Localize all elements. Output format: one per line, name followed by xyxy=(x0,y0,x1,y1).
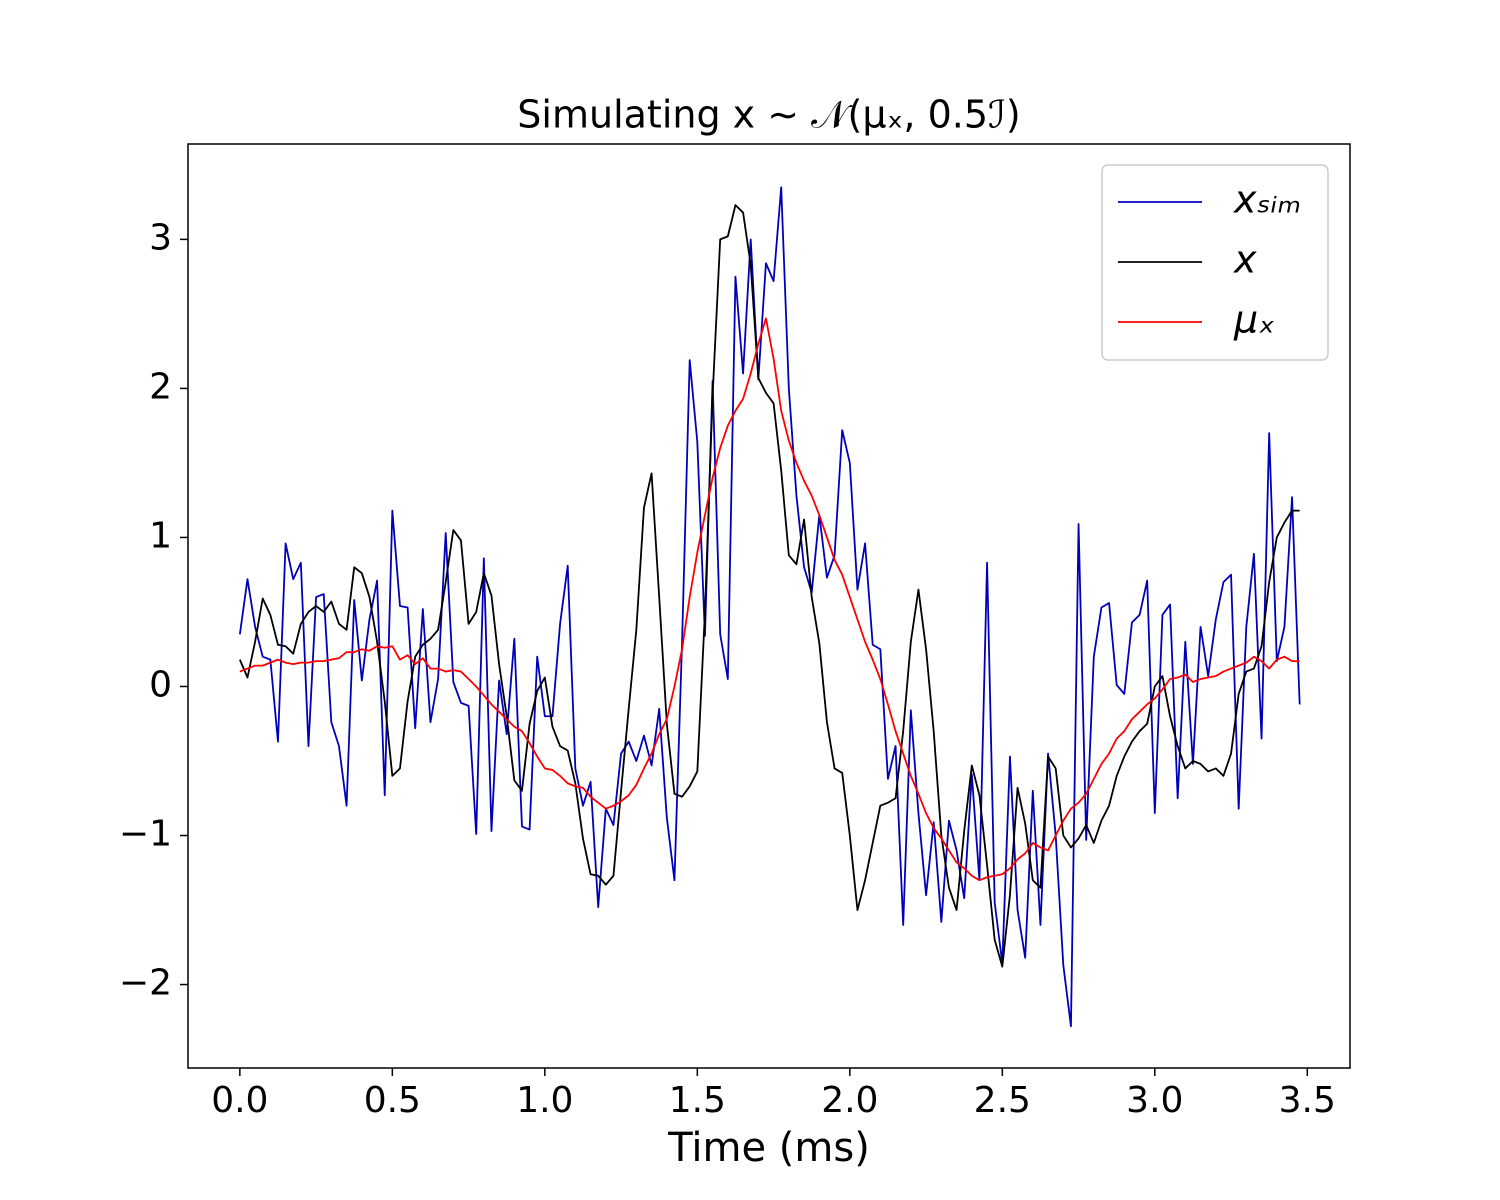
y-tick-label: −2 xyxy=(119,963,172,1004)
plot-frame xyxy=(187,143,1351,1069)
x-tick-label: 3.5 xyxy=(1279,1080,1336,1121)
y-tick-label: 0 xyxy=(149,664,172,705)
x-tick-label: 0.0 xyxy=(211,1080,268,1121)
legend-label: μₓ xyxy=(1233,298,1275,342)
y-tick-label: −1 xyxy=(119,814,172,855)
legend-label: x xyxy=(1233,238,1257,282)
chart-title: Simulating x ∼ 𝒩(μₓ, 0.5ℐ) xyxy=(517,93,1020,137)
series-line xyxy=(239,317,1300,882)
y-tick-label: 3 xyxy=(149,217,172,258)
y-tick-label: 1 xyxy=(149,515,172,556)
x-axis-label: Time (ms) xyxy=(667,1125,870,1171)
x-tick-label: 2.0 xyxy=(821,1080,878,1121)
y-tick-label: 2 xyxy=(149,366,172,407)
x-tick-label: 1.5 xyxy=(669,1080,726,1121)
x-tick-label: 2.5 xyxy=(974,1080,1031,1121)
x-tick-label: 0.5 xyxy=(364,1080,421,1121)
x-tick-label: 3.0 xyxy=(1126,1080,1183,1121)
series-line xyxy=(239,204,1300,968)
legend-label: xₛᵢₘ xyxy=(1233,178,1301,222)
legend-box xyxy=(1101,164,1329,361)
series-line xyxy=(238,186,1301,1028)
x-tick-label: 1.0 xyxy=(516,1080,573,1121)
